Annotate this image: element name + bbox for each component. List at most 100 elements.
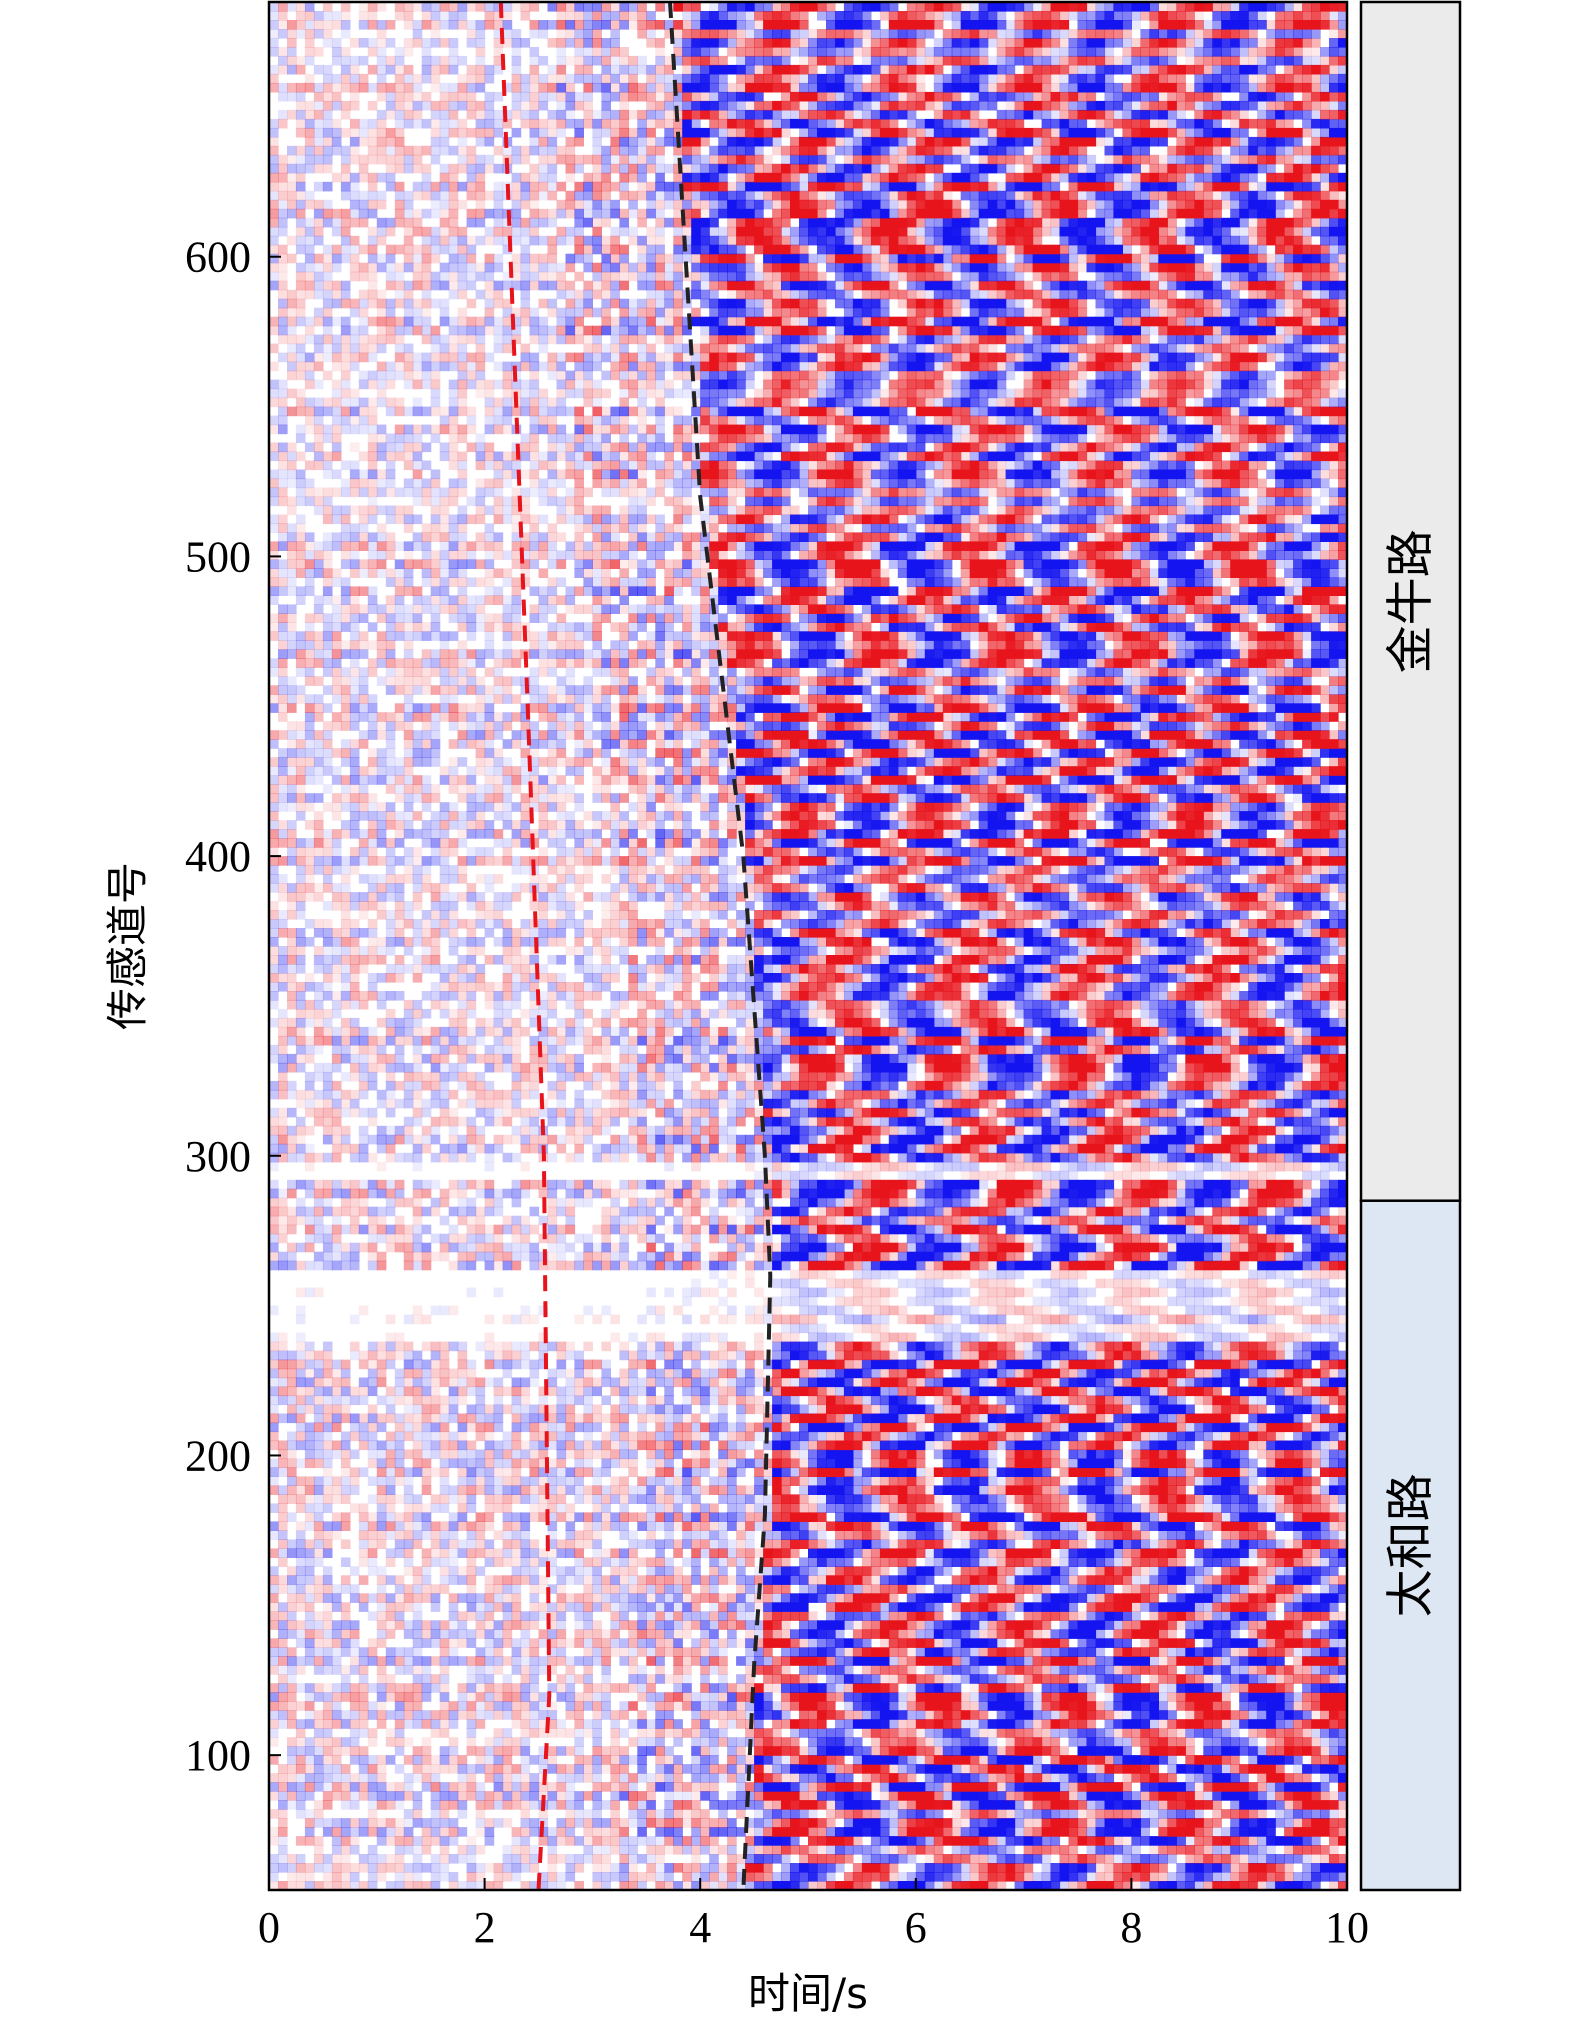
heat-cell: [1095, 1638, 1106, 1648]
heat-cell: [1104, 1494, 1115, 1504]
heat-cell: [1086, 1557, 1097, 1567]
heat-cell: [1167, 1701, 1177, 1711]
heat-cell: [960, 1485, 971, 1495]
heat-cell: [1257, 1638, 1267, 1648]
heat-cell: [960, 1467, 971, 1477]
heat-cell: [969, 1521, 980, 1531]
heat-cell: [709, 1683, 719, 1693]
heat-cell: [888, 1629, 899, 1639]
heat-cell: [1140, 1782, 1150, 1792]
heat-cell: [646, 1800, 656, 1810]
heat-cell: [987, 1800, 998, 1810]
heat-cell: [861, 1575, 872, 1585]
heat-cell: [969, 1557, 980, 1567]
heat-cell: [879, 1584, 890, 1594]
heat-cell: [682, 1647, 692, 1657]
heat-cell: [906, 1611, 917, 1621]
heat-cell: [843, 1854, 854, 1864]
heat-cell: [583, 1683, 593, 1693]
heat-cell: [700, 1674, 710, 1684]
heat-cell: [1302, 1719, 1312, 1729]
heat-cell: [942, 1764, 953, 1774]
heat-cell: [987, 1818, 998, 1828]
heat-cell: [664, 1701, 674, 1711]
heat-cell: [906, 1773, 917, 1783]
heat-cell: [781, 1746, 791, 1756]
heat-cell: [1185, 1854, 1195, 1864]
heat-cell: [781, 1854, 791, 1864]
heat-cell: [1014, 1863, 1025, 1873]
heat-cell: [331, 1530, 342, 1540]
heat-cell: [835, 1827, 845, 1837]
heat-cell: [1050, 1710, 1061, 1720]
heat-cell: [1158, 1512, 1168, 1522]
heat-cell: [1284, 1827, 1294, 1837]
heat-cell: [1095, 1764, 1106, 1774]
heat-cell: [1113, 1611, 1123, 1621]
heat-cell: [592, 1755, 602, 1765]
heat-cell: [888, 1836, 899, 1846]
heat-cell: [1077, 1503, 1088, 1513]
heat-cell: [1239, 1692, 1249, 1702]
heat-cell: [574, 1539, 584, 1549]
heat-cell: [736, 1710, 746, 1720]
heat-cell: [1284, 1674, 1294, 1684]
heat-cell: [556, 1881, 567, 1890]
heat-cell: [340, 1863, 351, 1873]
heat-cell: [547, 1827, 558, 1837]
heat-cell: [790, 1629, 800, 1639]
heat-cell: [709, 1665, 719, 1675]
heat-cell: [439, 1629, 450, 1639]
heat-cell: [1014, 1683, 1025, 1693]
heat-cell: [852, 1638, 863, 1648]
heat-cell: [448, 1764, 459, 1774]
heat-cell: [754, 1467, 764, 1477]
heat-cell: [924, 1800, 935, 1810]
heat-cell: [1104, 1566, 1115, 1576]
heat-cell: [861, 1476, 872, 1486]
heat-cell: [969, 1629, 980, 1639]
heat-cell: [888, 1791, 899, 1801]
heat-cell: [861, 1620, 872, 1630]
heat-cell: [835, 1728, 845, 1738]
heat-cell: [457, 1476, 468, 1486]
heat-cell: [781, 1584, 791, 1594]
heat-cell: [852, 1683, 863, 1693]
heat-cell: [1077, 1836, 1088, 1846]
heat-cell: [691, 1818, 701, 1828]
heat-cell: [826, 1476, 836, 1486]
heat-cell: [502, 1557, 513, 1567]
heat-cell: [933, 1674, 944, 1684]
heat-cell: [358, 1746, 369, 1756]
heat-cell: [1041, 1494, 1052, 1504]
heat-cell: [646, 1629, 656, 1639]
heat-cell: [475, 1845, 486, 1855]
heat-cell: [1203, 1539, 1213, 1549]
heat-cell: [745, 1584, 755, 1594]
heat-cell: [412, 1602, 423, 1612]
heat-cell: [1338, 1782, 1347, 1792]
heat-cell: [826, 1818, 836, 1828]
heat-cell: [655, 1485, 665, 1495]
heat-cell: [1302, 1827, 1312, 1837]
heat-cell: [457, 1827, 468, 1837]
heat-cell: [412, 1863, 423, 1873]
heat-cell: [996, 1683, 1007, 1693]
heat-cell: [484, 1602, 495, 1612]
heat-cell: [781, 1710, 791, 1720]
heat-cell: [664, 1692, 674, 1702]
heat-cell: [1158, 1782, 1168, 1792]
heat-cell: [1239, 1656, 1249, 1666]
heat-cell: [978, 1593, 989, 1603]
heat-cell: [763, 1665, 773, 1675]
heat-cell: [403, 1809, 414, 1819]
heat-cell: [484, 1818, 495, 1828]
heat-cell: [655, 1557, 665, 1567]
heat-cell: [1005, 1584, 1016, 1594]
heat-cell: [619, 1620, 629, 1630]
heat-cell: [367, 1791, 378, 1801]
heat-cell: [1041, 1557, 1052, 1567]
heat-cell: [763, 1818, 773, 1828]
heat-cell: [502, 1476, 513, 1486]
heat-cell: [466, 1665, 477, 1675]
